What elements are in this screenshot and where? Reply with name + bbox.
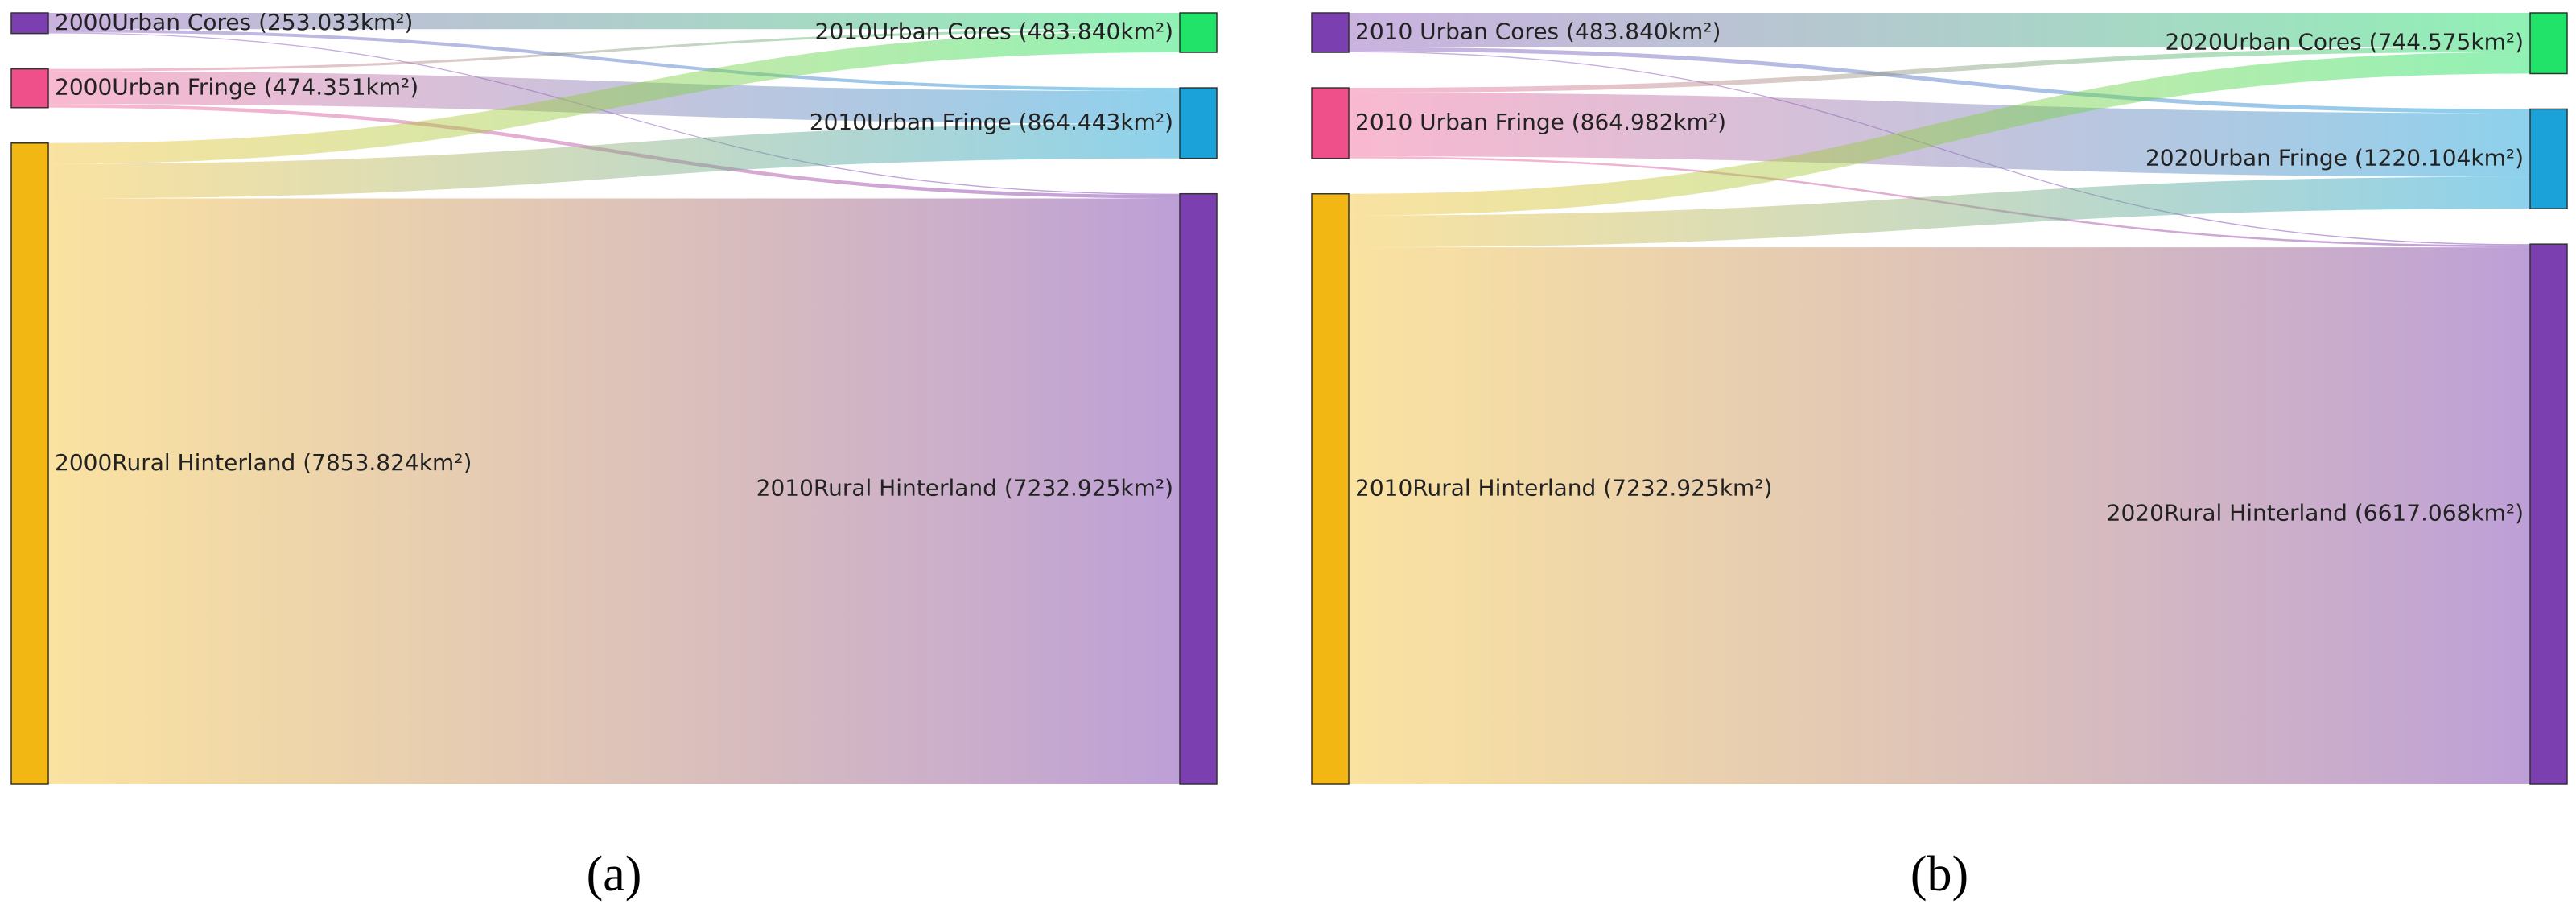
target-node — [1179, 87, 1218, 159]
target-label: 2010Urban Fringe (864.443km²) — [810, 109, 1173, 135]
caption: (a) — [587, 847, 642, 902]
target-label: 2020Rural Hinterland (6617.068km²) — [2107, 500, 2524, 527]
source-label: 2010 Urban Fringe (864.982km²) — [1355, 109, 1726, 135]
source-node — [10, 142, 49, 785]
source-node — [1311, 12, 1350, 53]
target-node — [1179, 12, 1218, 53]
flow-link — [48, 13, 1180, 30]
flow-link — [1349, 52, 2530, 216]
flow-link — [1349, 47, 2530, 93]
target-label: 2010Urban Cores (483.840km²) — [815, 19, 1173, 45]
source-node — [1311, 87, 1350, 159]
flow-link — [48, 29, 1180, 92]
target-node — [2529, 108, 2568, 209]
target-node — [2529, 243, 2568, 785]
source-label: 2000Rural Hinterland (7853.824km²) — [55, 449, 472, 476]
source-label: 2010Rural Hinterland (7232.925km²) — [1355, 474, 1772, 501]
target-label: 2020Urban Cores (744.575km²) — [2166, 29, 2524, 56]
flow-link — [48, 123, 1180, 199]
flow-link — [1349, 13, 2530, 47]
caption: (b) — [1910, 847, 1968, 902]
source-node — [10, 12, 49, 35]
source-node — [1311, 192, 1350, 785]
target-node — [1179, 192, 1218, 785]
flow-link — [1349, 176, 2530, 248]
flow-link — [48, 198, 1180, 785]
source-label: 2000Urban Cores (253.033km²) — [55, 9, 413, 35]
flow-link — [1349, 47, 2530, 114]
flow-link — [48, 29, 1180, 72]
target-label: 2020Urban Fringe (1220.104km²) — [2145, 144, 2524, 171]
source-label: 2000Urban Fringe (474.351km²) — [55, 74, 418, 101]
source-label: 2010 Urban Cores (483.840km²) — [1355, 19, 1721, 45]
flow-link — [1349, 247, 2530, 784]
source-node — [10, 68, 49, 109]
target-label: 2010Rural Hinterland (7232.925km²) — [756, 474, 1173, 501]
target-node — [2529, 12, 2568, 75]
flow-link — [48, 31, 1180, 164]
